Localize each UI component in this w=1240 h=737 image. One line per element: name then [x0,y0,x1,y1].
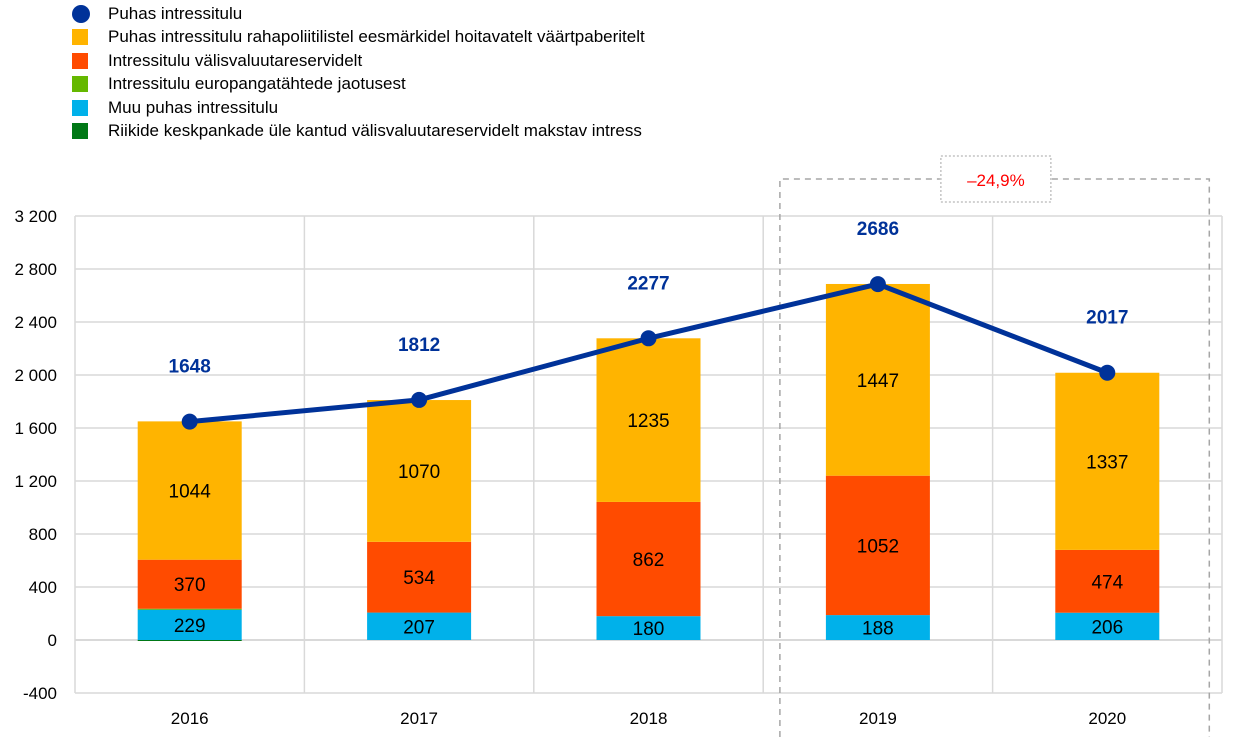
bar-value-label: 180 [633,619,665,640]
line-point [411,391,428,408]
legend-swatch [72,123,88,140]
legend-item: Puhas intressitulu [72,2,645,26]
line-point [869,276,886,293]
y-tick-label: 0 [48,631,57,650]
legend-label: Puhas intressitulu [108,3,243,23]
bar-segment [825,475,930,616]
legend-swatch [72,29,88,46]
bar-value-label: 1447 [857,371,899,392]
x-tick-label: 2017 [400,709,438,728]
bar-value-label: 370 [174,575,206,596]
bar-segment [1055,612,1160,640]
bar-segment [1055,372,1160,550]
legend-item: Puhas intressitulu rahapoliitilistel ees… [72,26,645,50]
annotation-text: –24,9% [967,171,1025,190]
bar-segment [596,616,701,640]
y-tick-label: -400 [23,684,57,703]
bar-value-label: 207 [403,617,435,638]
legend-swatch [72,52,88,69]
bar-value-label: 1052 [857,536,899,557]
line-point [181,413,198,430]
bar-value-label: 534 [403,568,435,589]
bar-segment [137,608,242,610]
bar-value-label: 229 [174,616,206,637]
line-value-label: 1648 [169,357,211,378]
legend-item: Muu puhas intressitulu [72,96,645,120]
legend: Puhas intressitulu Puhas intressitulu rah… [72,2,645,143]
legend-swatch [72,76,88,93]
bar-segment [596,501,701,617]
y-tick-label: 800 [29,525,57,544]
bar-value-label: 1337 [1086,452,1128,473]
line-point [1099,364,1116,381]
annotation-bracket [779,178,1211,737]
bar-value-label: 188 [862,619,894,640]
bar-segment [367,400,472,542]
legend-swatch [72,4,90,23]
bar-segment [1055,549,1160,613]
y-tick-label: 1 200 [14,472,57,491]
bar-segment [367,541,472,613]
legend-item: Intressitulu europangatähtede jaotusest [72,73,645,97]
y-tick-label: 2 800 [14,260,57,279]
x-tick-label: 2016 [171,709,209,728]
bar-value-label: 1235 [627,411,669,432]
bar-value-label: 1044 [169,482,212,503]
y-tick-label: 400 [29,578,57,597]
legend-label: Muu puhas intressitulu [108,97,279,117]
y-tick-label: 2 000 [14,366,57,385]
bar-segment [596,338,701,502]
legend-label: Puhas intressitulu rahapoliitilistel ees… [108,27,645,47]
line-value-label: 2017 [1086,308,1128,329]
bar-value-label: 862 [633,550,665,571]
bar-value-label: 474 [1091,572,1123,593]
bar-segment [825,283,930,476]
legend-swatch [72,99,88,116]
line-value-label: 2686 [857,219,899,240]
bar-segment [137,421,242,560]
x-tick-label: 2018 [630,709,668,728]
y-tick-label: 3 200 [14,207,57,226]
bar-value-label: 206 [1091,617,1123,638]
x-tick-label: 2020 [1088,709,1126,728]
legend-label: Intressitulu välisvaluutareservidelt [108,50,363,70]
bar-segment [825,615,930,640]
line-point [640,330,657,347]
bar-segment [137,609,242,640]
annotation-box [940,155,1052,203]
legend-label: Intressitulu europangatähtede jaotusest [108,74,406,94]
y-tick-label: 1 600 [14,419,57,438]
legend-item: Riikide keskpankade üle kantud välisvalu… [72,120,645,144]
bar-segment [367,612,472,640]
bar-value-label: 1070 [398,462,440,483]
line-value-label: 1812 [398,335,440,356]
bar-segment [137,640,242,641]
line-value-label: 2277 [627,273,669,294]
legend-label: Riikide keskpankade üle kantud välisvalu… [108,121,642,141]
y-tick-label: 2 400 [14,313,57,332]
bar-segment [137,559,242,609]
legend-item: Intressitulu välisvaluutareservidelt [72,49,645,73]
x-tick-label: 2019 [859,709,897,728]
